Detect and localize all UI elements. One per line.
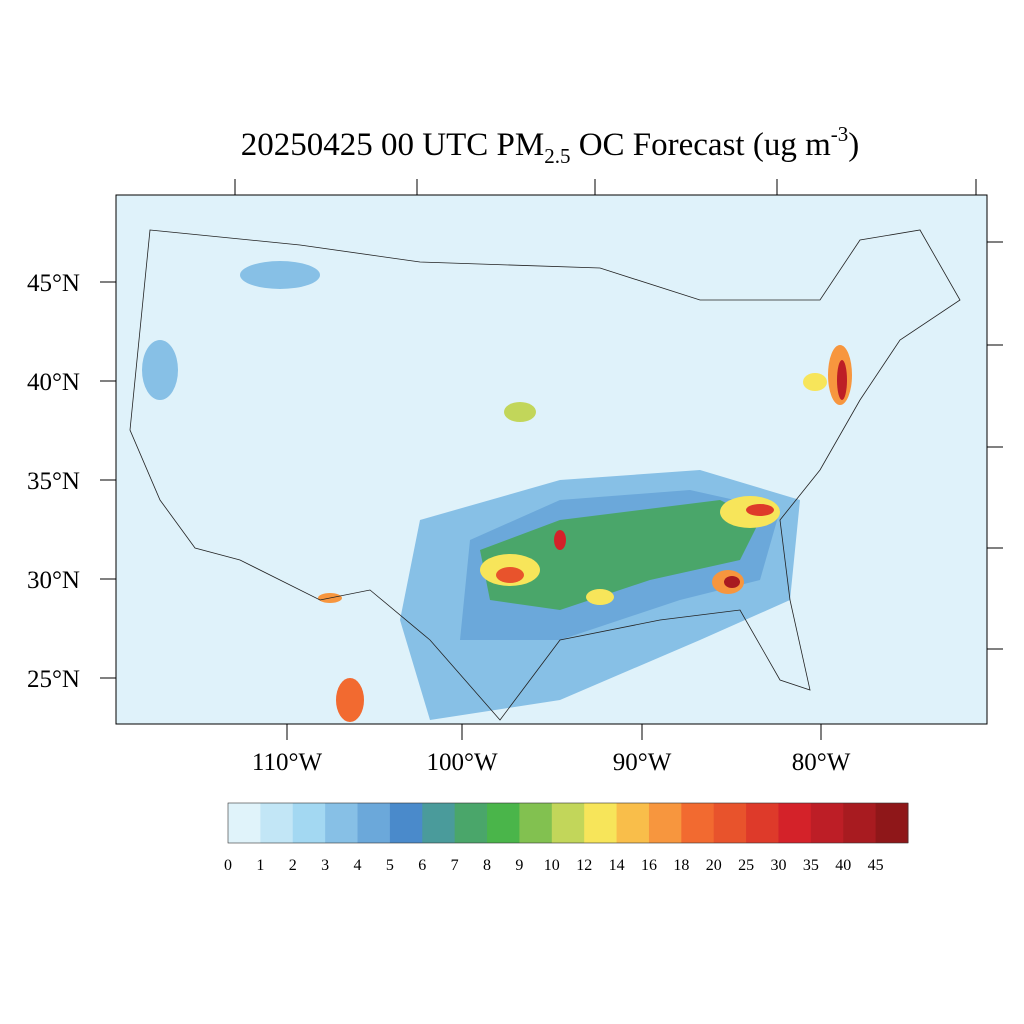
- title-main: 20250425 00 UTC PM: [241, 127, 544, 163]
- colorbar-box: [454, 803, 488, 843]
- colorbar-label: 18: [673, 857, 689, 874]
- lat-label: 30°N: [27, 567, 80, 594]
- colorbar-label: 25: [738, 857, 754, 874]
- lat-label: 25°N: [27, 666, 80, 693]
- frame-ticks: [234, 179, 1003, 650]
- field-blob: [724, 576, 740, 588]
- colorbar-label: 12: [576, 857, 592, 874]
- field-blob: [240, 261, 320, 289]
- colorbar-box: [389, 803, 423, 843]
- colorbar-label: 9: [515, 857, 523, 874]
- lat-label: 40°N: [27, 369, 80, 396]
- colorbar-label: 8: [483, 857, 491, 874]
- colorbar-frame: [227, 802, 909, 844]
- field-blob: [803, 373, 827, 391]
- lat-label: 45°N: [27, 270, 80, 297]
- lat-label: 35°N: [27, 468, 80, 495]
- colorbar-label: 45: [868, 857, 884, 874]
- title-middle: OC Forecast (ug m: [570, 127, 831, 163]
- colorbar-label: 4: [354, 857, 362, 874]
- map-field: [115, 179, 1003, 725]
- colorbar-label: 5: [386, 857, 394, 874]
- colorbar-label: 6: [418, 857, 426, 874]
- colorbar-label: 3: [321, 857, 329, 874]
- colorbar-box: [648, 803, 682, 843]
- field-blob: [504, 402, 536, 422]
- colorbar-box: [551, 803, 585, 843]
- colorbar-box: [260, 803, 294, 843]
- colorbar-box: [616, 803, 650, 843]
- lon-label: 80°W: [792, 749, 851, 776]
- colorbar-label: 1: [256, 857, 264, 874]
- colorbar-box: [228, 803, 261, 843]
- colorbar-label: 14: [609, 857, 625, 874]
- colorbar-box: [519, 803, 553, 843]
- field-blob: [554, 530, 566, 550]
- colorbar-label: 7: [451, 857, 459, 874]
- map-frame: [115, 194, 988, 725]
- colorbar-box: [713, 803, 747, 843]
- colorbar-box: [325, 803, 359, 843]
- colorbar-box: [584, 803, 618, 843]
- colorbar-box: [487, 803, 520, 843]
- lon-label: 100°W: [426, 749, 497, 776]
- map-title: 20250425 00 UTC PM2.5 OC Forecast (ug m-…: [241, 122, 860, 168]
- colorbar-label: 35: [803, 857, 819, 874]
- coastline: [129, 229, 961, 721]
- colorbar-box: [422, 803, 456, 843]
- field-blob: [746, 504, 774, 516]
- colorbar-box: [810, 803, 844, 843]
- colorbar-box: [292, 803, 326, 843]
- field-blob: [496, 567, 524, 583]
- field-blob: [586, 589, 614, 605]
- title-superscript: -3: [831, 122, 849, 146]
- title-end: ): [848, 127, 859, 163]
- lon-label: 90°W: [613, 749, 672, 776]
- colorbar-box: [746, 803, 779, 843]
- colorbar-box: [778, 803, 812, 843]
- colorbar-label: 10: [544, 857, 560, 874]
- colorbar-label: 0: [224, 857, 232, 874]
- colorbar-box: [843, 803, 877, 843]
- colorbar-label: 20: [706, 857, 722, 874]
- field-blob: [837, 360, 847, 400]
- lon-label: 110°W: [252, 749, 323, 776]
- colorbar-label: 40: [835, 857, 851, 874]
- colorbar-label: 2: [289, 857, 297, 874]
- field-blob: [336, 678, 364, 722]
- field-region: [480, 500, 760, 610]
- colorbar-box: [875, 803, 909, 843]
- colorbar-box: [681, 803, 715, 843]
- field-blob: [142, 340, 178, 400]
- colorbar-box: [357, 803, 391, 843]
- title-subscript: 2.5: [544, 144, 570, 168]
- colorbar-label: 16: [641, 857, 657, 874]
- colorbar-label: 30: [770, 857, 786, 874]
